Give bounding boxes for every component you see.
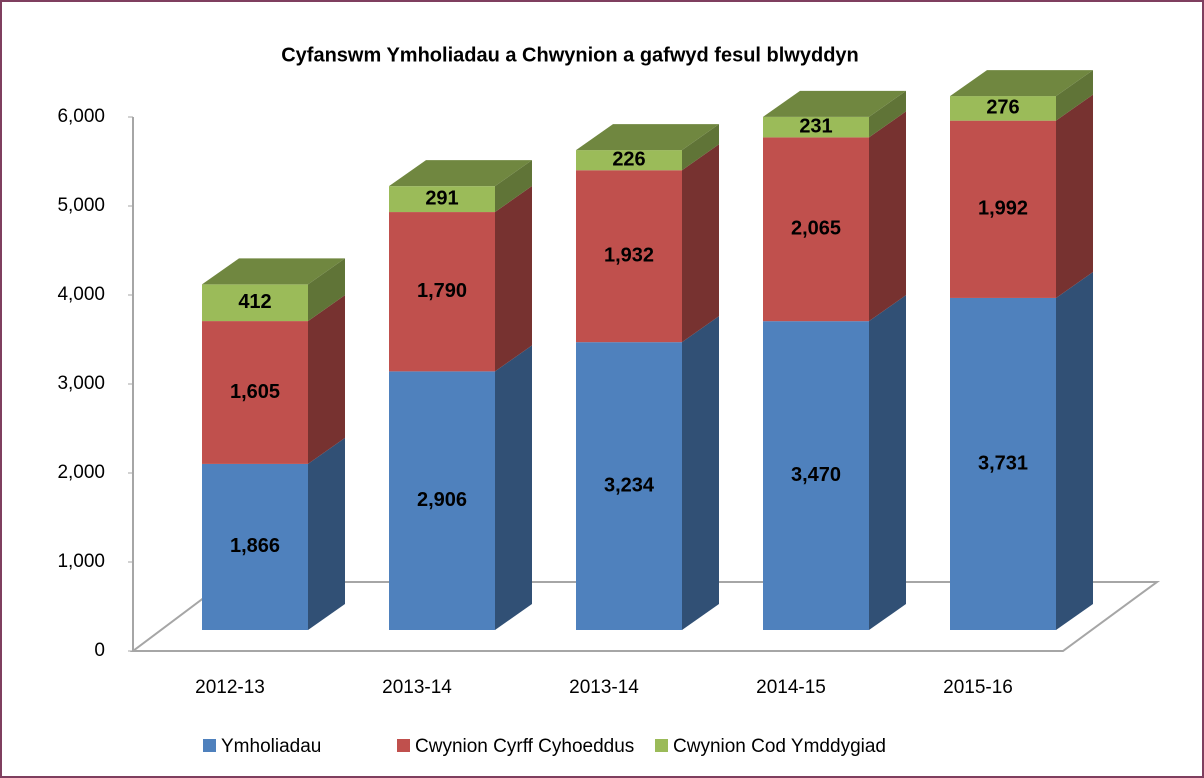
x-tick-label: 2015-16 xyxy=(943,677,1013,698)
bar xyxy=(576,150,682,171)
value-label: 3,470 xyxy=(791,464,841,486)
bar-top xyxy=(389,160,532,187)
bar-side xyxy=(869,90,906,138)
floor xyxy=(130,581,1161,652)
bar-side xyxy=(1056,271,1093,630)
y-tick-label: 1,000 xyxy=(57,551,105,572)
bar-side xyxy=(682,124,719,171)
bar xyxy=(202,284,308,322)
value-label: 3,234 xyxy=(604,474,655,496)
value-label: 276 xyxy=(986,97,1019,119)
y-tick-label: 5,000 xyxy=(57,195,105,216)
bar-side xyxy=(495,345,532,630)
bar xyxy=(202,463,308,630)
legend-label: Cwynion Cod Ymddygiad xyxy=(673,736,886,757)
value-label: 1,932 xyxy=(604,244,654,266)
bar xyxy=(763,116,869,138)
bar-top xyxy=(763,90,906,117)
bar-side xyxy=(1056,70,1093,121)
y-tick-label: 2,000 xyxy=(57,462,105,483)
bar-side xyxy=(495,160,532,213)
bar xyxy=(389,186,495,213)
bar-side xyxy=(1056,94,1093,298)
x-tick-label: 2013-14 xyxy=(569,677,639,698)
bar-top xyxy=(202,258,345,285)
bar-side xyxy=(308,295,345,464)
legend-label: Cwynion Cyrff Cyhoeddus xyxy=(415,736,634,757)
bar xyxy=(950,297,1056,630)
value-label: 1,866 xyxy=(230,535,280,557)
x-tick-label: 2014-15 xyxy=(756,677,826,698)
bar xyxy=(950,120,1056,298)
y-tick-label: 4,000 xyxy=(57,284,105,305)
bar-side xyxy=(869,111,906,322)
bar xyxy=(389,371,495,630)
chart-title: Cyfanswm Ymholiadau a Chwynion a gafwyd … xyxy=(281,44,859,66)
bar xyxy=(202,321,308,464)
legend-swatch xyxy=(203,739,216,752)
x-tick-label: 2012-13 xyxy=(195,677,265,698)
value-label: 2,065 xyxy=(791,218,841,240)
value-label: 291 xyxy=(425,187,458,209)
bar-top xyxy=(950,70,1093,97)
value-label: 231 xyxy=(799,115,832,137)
bar xyxy=(950,96,1056,121)
bar-side xyxy=(308,437,345,630)
legend-swatch xyxy=(397,739,410,752)
y-tick-label: 6,000 xyxy=(57,106,105,127)
value-label: 1,790 xyxy=(417,280,467,302)
value-label: 226 xyxy=(612,148,645,170)
bar-side xyxy=(869,295,906,630)
bar-side xyxy=(682,144,719,343)
bar xyxy=(576,170,682,343)
bar xyxy=(576,342,682,630)
bar-top xyxy=(576,124,719,151)
bar-side xyxy=(682,316,719,630)
value-label: 1,992 xyxy=(978,198,1028,220)
value-label: 2,906 xyxy=(417,489,467,511)
legend-label: Ymholiadau xyxy=(221,736,321,757)
bar xyxy=(763,137,869,322)
value-label: 3,731 xyxy=(978,452,1028,474)
y-tick-label: 3,000 xyxy=(57,373,105,394)
legend-swatch xyxy=(655,739,668,752)
bar-side xyxy=(308,258,345,322)
bar xyxy=(763,321,869,630)
value-label: 1,605 xyxy=(230,381,280,403)
value-label: 412 xyxy=(238,291,271,313)
bar xyxy=(389,212,495,372)
bar-side xyxy=(495,186,532,372)
y-tick-label: 0 xyxy=(94,640,105,661)
x-tick-label: 2013-14 xyxy=(382,677,452,698)
